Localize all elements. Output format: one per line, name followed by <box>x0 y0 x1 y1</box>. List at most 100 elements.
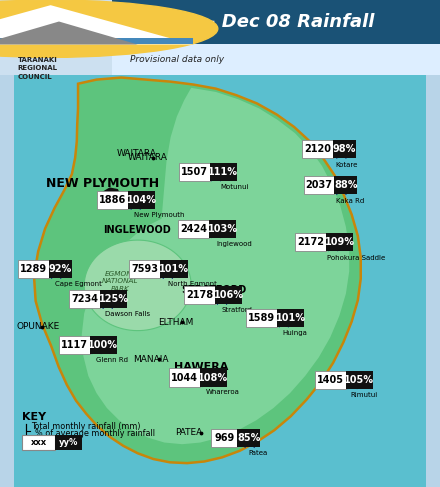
FancyBboxPatch shape <box>161 260 187 278</box>
Text: 2120: 2120 <box>304 144 331 154</box>
Text: MANAIA: MANAIA <box>134 355 169 364</box>
Text: 92%: 92% <box>49 264 72 274</box>
Text: EGMONT
NATIONAL
PARK: EGMONT NATIONAL PARK <box>102 271 139 292</box>
FancyBboxPatch shape <box>49 260 72 278</box>
Text: Glenn Rd: Glenn Rd <box>96 356 128 362</box>
Polygon shape <box>210 169 221 181</box>
FancyBboxPatch shape <box>215 286 242 304</box>
Circle shape <box>0 0 218 57</box>
Text: 7234: 7234 <box>71 294 98 304</box>
Polygon shape <box>84 240 191 331</box>
FancyBboxPatch shape <box>277 309 304 327</box>
Text: 111%: 111% <box>209 167 238 177</box>
Text: 100%: 100% <box>88 339 118 350</box>
Text: 1289: 1289 <box>20 264 48 274</box>
Text: 103%: 103% <box>208 224 238 234</box>
FancyBboxPatch shape <box>345 371 373 389</box>
Text: Provisional data only: Provisional data only <box>130 55 224 64</box>
Polygon shape <box>210 226 221 238</box>
Text: 101%: 101% <box>275 313 305 323</box>
Text: INGLEWOOD: INGLEWOOD <box>103 225 170 235</box>
Text: 1117: 1117 <box>61 339 88 350</box>
Text: Total monthly rainfall (mm): Total monthly rainfall (mm) <box>31 422 140 431</box>
FancyBboxPatch shape <box>295 233 326 251</box>
Polygon shape <box>0 5 193 44</box>
Text: 104%: 104% <box>127 195 157 205</box>
Polygon shape <box>201 375 213 387</box>
Text: Stratford: Stratford <box>221 307 252 313</box>
FancyBboxPatch shape <box>169 369 200 387</box>
Text: Whareroa: Whareroa <box>205 390 239 395</box>
FancyBboxPatch shape <box>211 430 238 448</box>
Text: 2172: 2172 <box>297 237 324 247</box>
Text: Kotare: Kotare <box>335 162 358 168</box>
Text: OPUNAKE: OPUNAKE <box>16 322 59 331</box>
FancyBboxPatch shape <box>238 430 260 448</box>
Text: Jan - Dec 08 Rainfall: Jan - Dec 08 Rainfall <box>171 13 375 31</box>
FancyBboxPatch shape <box>112 44 440 75</box>
FancyBboxPatch shape <box>59 336 90 354</box>
Polygon shape <box>102 297 113 309</box>
Polygon shape <box>14 75 426 487</box>
FancyBboxPatch shape <box>333 140 356 158</box>
Polygon shape <box>328 239 339 251</box>
Text: Inglewood: Inglewood <box>216 241 252 246</box>
FancyBboxPatch shape <box>178 220 209 238</box>
Text: 7593: 7593 <box>132 264 158 274</box>
FancyBboxPatch shape <box>97 191 128 209</box>
FancyBboxPatch shape <box>334 176 357 194</box>
Polygon shape <box>278 316 290 327</box>
FancyBboxPatch shape <box>0 38 193 44</box>
Text: xxx: xxx <box>30 438 47 447</box>
Text: Kaka Rd: Kaka Rd <box>337 198 365 204</box>
Text: Cape Egmont: Cape Egmont <box>55 281 102 287</box>
Text: Pohokura Saddle: Pohokura Saddle <box>327 255 385 262</box>
FancyBboxPatch shape <box>100 290 127 308</box>
Text: Rimutui: Rimutui <box>351 392 378 397</box>
FancyBboxPatch shape <box>210 163 237 181</box>
Text: 105%: 105% <box>344 375 374 385</box>
FancyBboxPatch shape <box>326 233 353 251</box>
Text: ELTHAM: ELTHAM <box>158 318 194 327</box>
Text: WAITARA: WAITARA <box>128 153 167 162</box>
Text: STRATFORD: STRATFORD <box>182 285 247 295</box>
FancyBboxPatch shape <box>69 290 100 308</box>
Polygon shape <box>130 198 141 209</box>
Text: Patea: Patea <box>248 450 267 456</box>
Polygon shape <box>162 267 173 279</box>
Text: HAWERA: HAWERA <box>174 362 228 372</box>
FancyBboxPatch shape <box>55 435 82 450</box>
Text: 1886: 1886 <box>99 195 126 205</box>
Text: KEY: KEY <box>22 412 46 422</box>
Polygon shape <box>34 77 361 463</box>
Polygon shape <box>244 436 255 448</box>
Text: yy%: yy% <box>59 438 78 447</box>
Text: WAITARA: WAITARA <box>116 149 156 158</box>
FancyBboxPatch shape <box>90 336 117 354</box>
FancyBboxPatch shape <box>179 163 210 181</box>
Text: 85%: 85% <box>237 433 260 444</box>
Text: 969: 969 <box>214 433 235 444</box>
Text: 109%: 109% <box>325 237 355 247</box>
Text: % of average monthly rainfall: % of average monthly rainfall <box>35 429 155 438</box>
Text: 1044: 1044 <box>171 373 198 382</box>
Polygon shape <box>0 21 138 44</box>
Text: 2424: 2424 <box>180 224 207 234</box>
FancyBboxPatch shape <box>128 191 155 209</box>
FancyBboxPatch shape <box>22 435 55 450</box>
Text: Dawson Falls: Dawson Falls <box>105 311 150 318</box>
Text: 106%: 106% <box>214 290 244 300</box>
FancyBboxPatch shape <box>209 220 236 238</box>
Text: 125%: 125% <box>99 294 128 304</box>
Text: 1589: 1589 <box>248 313 275 323</box>
FancyBboxPatch shape <box>0 0 112 75</box>
Polygon shape <box>347 377 358 389</box>
Text: NEW PLYMOUTH: NEW PLYMOUTH <box>46 177 159 189</box>
FancyBboxPatch shape <box>315 371 345 389</box>
Text: PATEA: PATEA <box>175 428 202 437</box>
Text: 2178: 2178 <box>186 290 213 300</box>
FancyBboxPatch shape <box>18 260 49 278</box>
Text: 101%: 101% <box>159 264 189 274</box>
FancyBboxPatch shape <box>304 176 334 194</box>
Polygon shape <box>91 342 102 354</box>
